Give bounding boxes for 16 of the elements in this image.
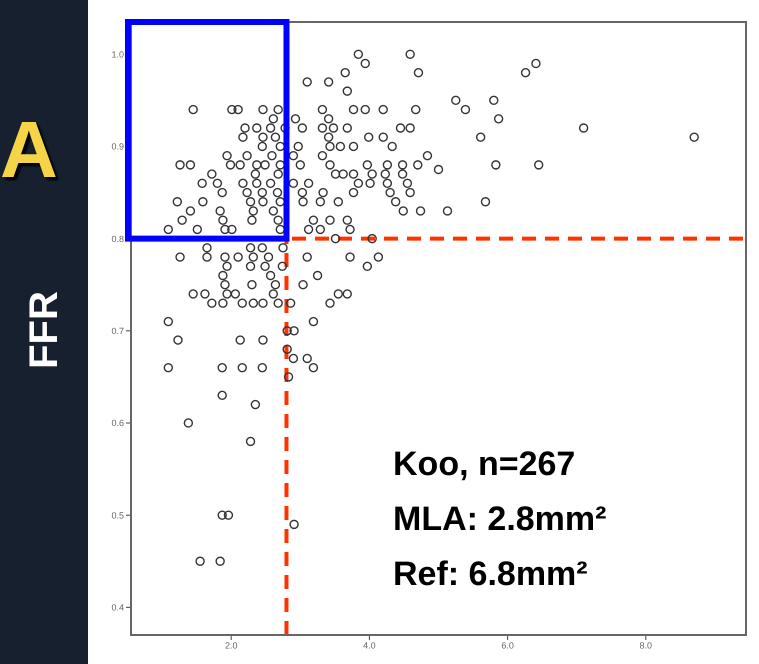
- x-tick-label: 6.0: [501, 640, 514, 650]
- annotation: Koo, n=267: [393, 445, 576, 483]
- y-tick-label: 1.0: [111, 49, 124, 60]
- y-axis-title: FFR: [22, 290, 66, 370]
- x-tick-label: 8.0: [640, 640, 652, 650]
- annotation: Ref: 6.8mm²: [393, 555, 588, 593]
- x-tick-label: 2.0: [224, 640, 238, 650]
- y-tick-label: 0.5: [111, 510, 124, 520]
- y-tick-label: 0.9: [111, 142, 124, 152]
- x-tick-label: 4.0: [363, 640, 376, 650]
- text: A: [0, 105, 58, 194]
- annotation: MLA: 2.8mm²: [393, 500, 606, 538]
- y-tick-label: 0.7: [111, 326, 124, 336]
- y-tick-label: 0.8: [111, 234, 124, 244]
- y-tick-label: 0.6: [111, 418, 124, 428]
- y-tick-label: 0.4: [111, 602, 124, 613]
